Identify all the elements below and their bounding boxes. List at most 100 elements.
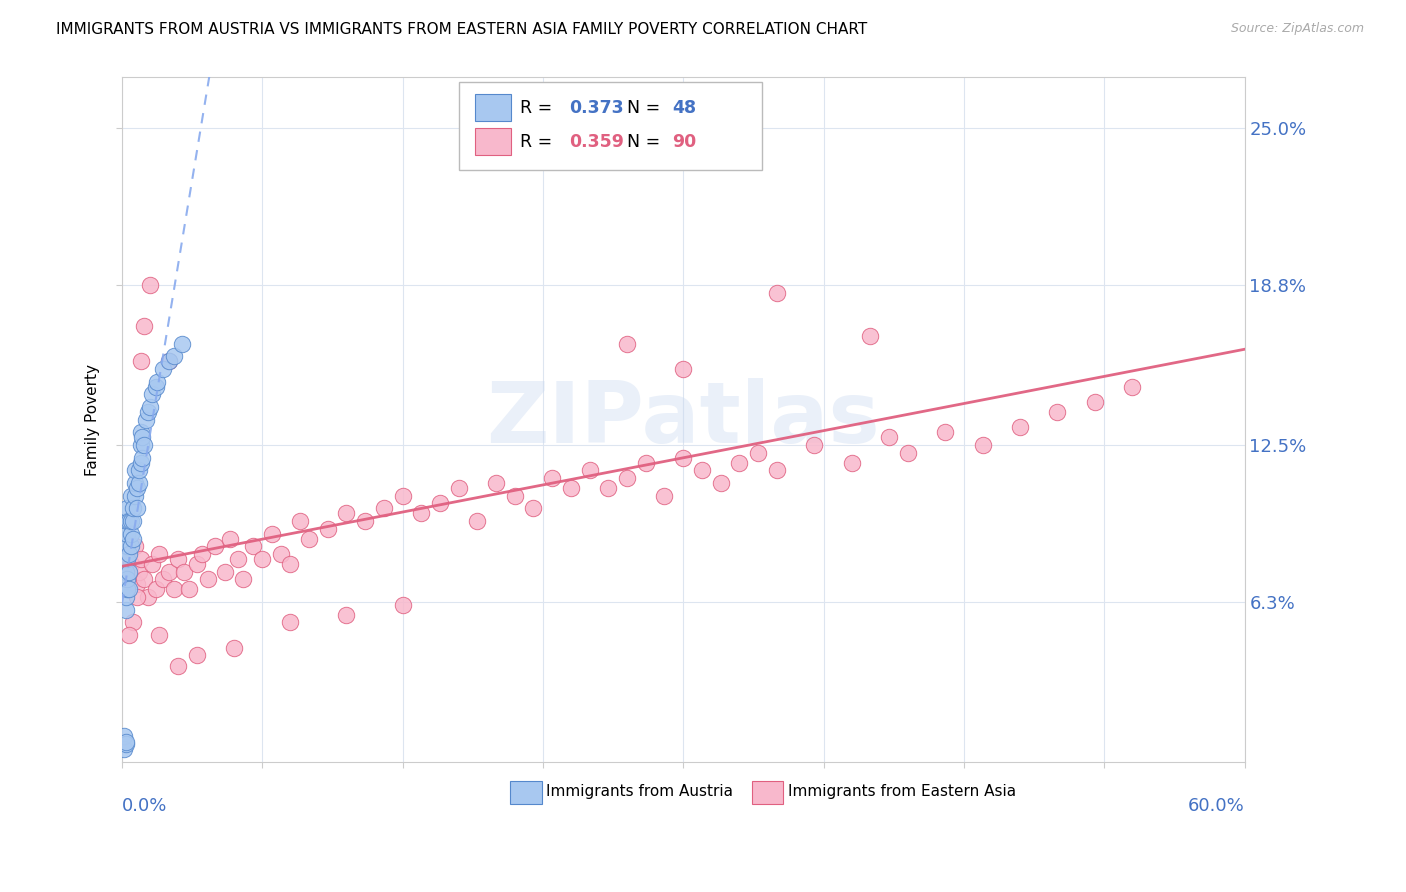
Text: R =: R = xyxy=(520,133,558,151)
Point xyxy=(136,405,159,419)
Text: R =: R = xyxy=(520,98,558,117)
Point xyxy=(803,438,825,452)
Point xyxy=(242,540,264,554)
Point xyxy=(124,489,146,503)
Point xyxy=(136,590,159,604)
Point xyxy=(120,514,142,528)
Point xyxy=(163,582,186,597)
Point xyxy=(157,354,180,368)
Point xyxy=(139,278,162,293)
Point xyxy=(578,134,600,148)
Point xyxy=(298,532,321,546)
Point xyxy=(167,552,190,566)
Point xyxy=(1008,420,1031,434)
Point xyxy=(145,380,167,394)
Point xyxy=(278,615,301,630)
Point xyxy=(747,445,769,459)
Point xyxy=(120,526,142,541)
Point xyxy=(117,526,139,541)
Point xyxy=(145,582,167,597)
Point xyxy=(170,336,193,351)
Point xyxy=(125,590,148,604)
Text: Immigrants from Eastern Asia: Immigrants from Eastern Asia xyxy=(787,784,1015,799)
Point xyxy=(129,425,152,440)
Point xyxy=(114,565,136,579)
Point xyxy=(186,648,208,663)
Text: N =: N = xyxy=(627,133,666,151)
Point xyxy=(117,582,139,597)
Point xyxy=(114,603,136,617)
Point xyxy=(112,742,135,756)
Point xyxy=(129,552,152,566)
Point xyxy=(373,501,395,516)
Point xyxy=(219,532,242,546)
Point xyxy=(391,598,413,612)
Point xyxy=(316,522,339,536)
Point xyxy=(124,463,146,477)
Point xyxy=(1046,405,1069,419)
Point xyxy=(134,572,156,586)
Point xyxy=(391,489,413,503)
Point xyxy=(141,557,163,571)
Point xyxy=(934,425,956,440)
Point xyxy=(118,547,141,561)
Point xyxy=(112,730,135,744)
Point xyxy=(204,540,226,554)
Point xyxy=(128,463,150,477)
Text: Immigrants from Austria: Immigrants from Austria xyxy=(546,784,733,799)
Point xyxy=(122,514,145,528)
Point xyxy=(124,540,146,554)
Point xyxy=(654,489,676,503)
Text: 0.0%: 0.0% xyxy=(122,797,167,814)
Point xyxy=(114,737,136,751)
Point xyxy=(152,572,174,586)
Point xyxy=(148,547,170,561)
Point xyxy=(114,590,136,604)
Point xyxy=(118,565,141,579)
Point xyxy=(598,481,620,495)
Point xyxy=(250,552,273,566)
Point xyxy=(167,658,190,673)
Point xyxy=(503,489,526,503)
Point xyxy=(467,514,489,528)
Point xyxy=(146,375,169,389)
Point xyxy=(122,572,145,586)
Point xyxy=(447,481,470,495)
Point xyxy=(118,628,141,642)
Point xyxy=(131,430,153,444)
Point xyxy=(690,463,713,477)
Point xyxy=(139,400,162,414)
Point xyxy=(128,475,150,490)
Point xyxy=(232,572,254,586)
Point xyxy=(117,501,139,516)
Point xyxy=(122,532,145,546)
Point xyxy=(270,547,292,561)
Point xyxy=(114,734,136,748)
Point xyxy=(120,557,142,571)
Point xyxy=(877,430,900,444)
Point xyxy=(485,475,508,490)
Point xyxy=(152,362,174,376)
Point xyxy=(429,496,451,510)
Point xyxy=(112,552,135,566)
Point xyxy=(122,501,145,516)
Point xyxy=(124,475,146,490)
Point xyxy=(114,565,136,579)
Point xyxy=(118,514,141,528)
Point xyxy=(125,501,148,516)
Point xyxy=(859,329,882,343)
Point xyxy=(157,354,180,368)
Point xyxy=(148,628,170,642)
Point xyxy=(135,412,157,426)
Point xyxy=(129,456,152,470)
FancyBboxPatch shape xyxy=(458,82,762,169)
Point xyxy=(197,572,219,586)
Point xyxy=(118,582,141,597)
Y-axis label: Family Poverty: Family Poverty xyxy=(86,364,100,475)
Text: 60.0%: 60.0% xyxy=(1188,797,1244,814)
Point xyxy=(129,354,152,368)
Point xyxy=(354,514,377,528)
Point xyxy=(541,471,564,485)
Point xyxy=(841,456,863,470)
Point xyxy=(616,471,638,485)
